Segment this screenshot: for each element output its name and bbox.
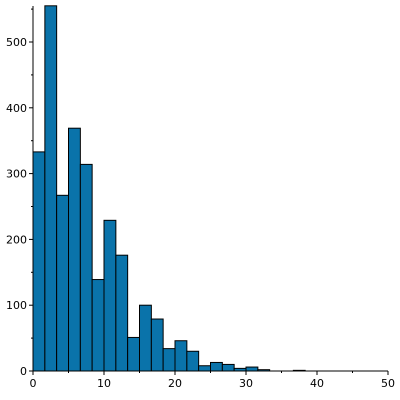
y-tick-label: 100 [6, 299, 27, 312]
histogram-bar [68, 127, 81, 372]
histogram-bar [186, 350, 200, 372]
histogram-bar [44, 5, 58, 372]
y-tick-label: 400 [6, 102, 27, 115]
histogram-bar [198, 365, 211, 372]
histogram-bar [139, 304, 152, 372]
histogram-bar [150, 318, 164, 372]
x-tick-label: 10 [97, 377, 111, 390]
histogram-bar [32, 151, 46, 372]
y-tick-label: 300 [6, 168, 27, 181]
y-tick-label: 0 [20, 365, 27, 378]
histogram-bar [103, 219, 117, 372]
x-tick-label: 40 [310, 377, 324, 390]
histogram-bar [115, 254, 129, 372]
histogram-bar [127, 336, 140, 372]
y-tick-label: 200 [6, 233, 27, 246]
x-tick-label: 0 [30, 377, 37, 390]
histogram-bar [56, 194, 69, 372]
histogram-bar [174, 340, 188, 372]
x-tick-label: 30 [239, 377, 253, 390]
histogram-bar [162, 348, 176, 372]
histogram-bar [245, 366, 259, 372]
histogram-bar [79, 163, 93, 372]
x-tick-label: 50 [381, 377, 395, 390]
bars-layer [32, 5, 306, 372]
y-tick-label: 500 [6, 36, 27, 49]
x-tick-label: 20 [168, 377, 182, 390]
histogram-bar [221, 363, 235, 372]
histogram-bar [91, 279, 105, 372]
histogram-bar [210, 361, 223, 372]
